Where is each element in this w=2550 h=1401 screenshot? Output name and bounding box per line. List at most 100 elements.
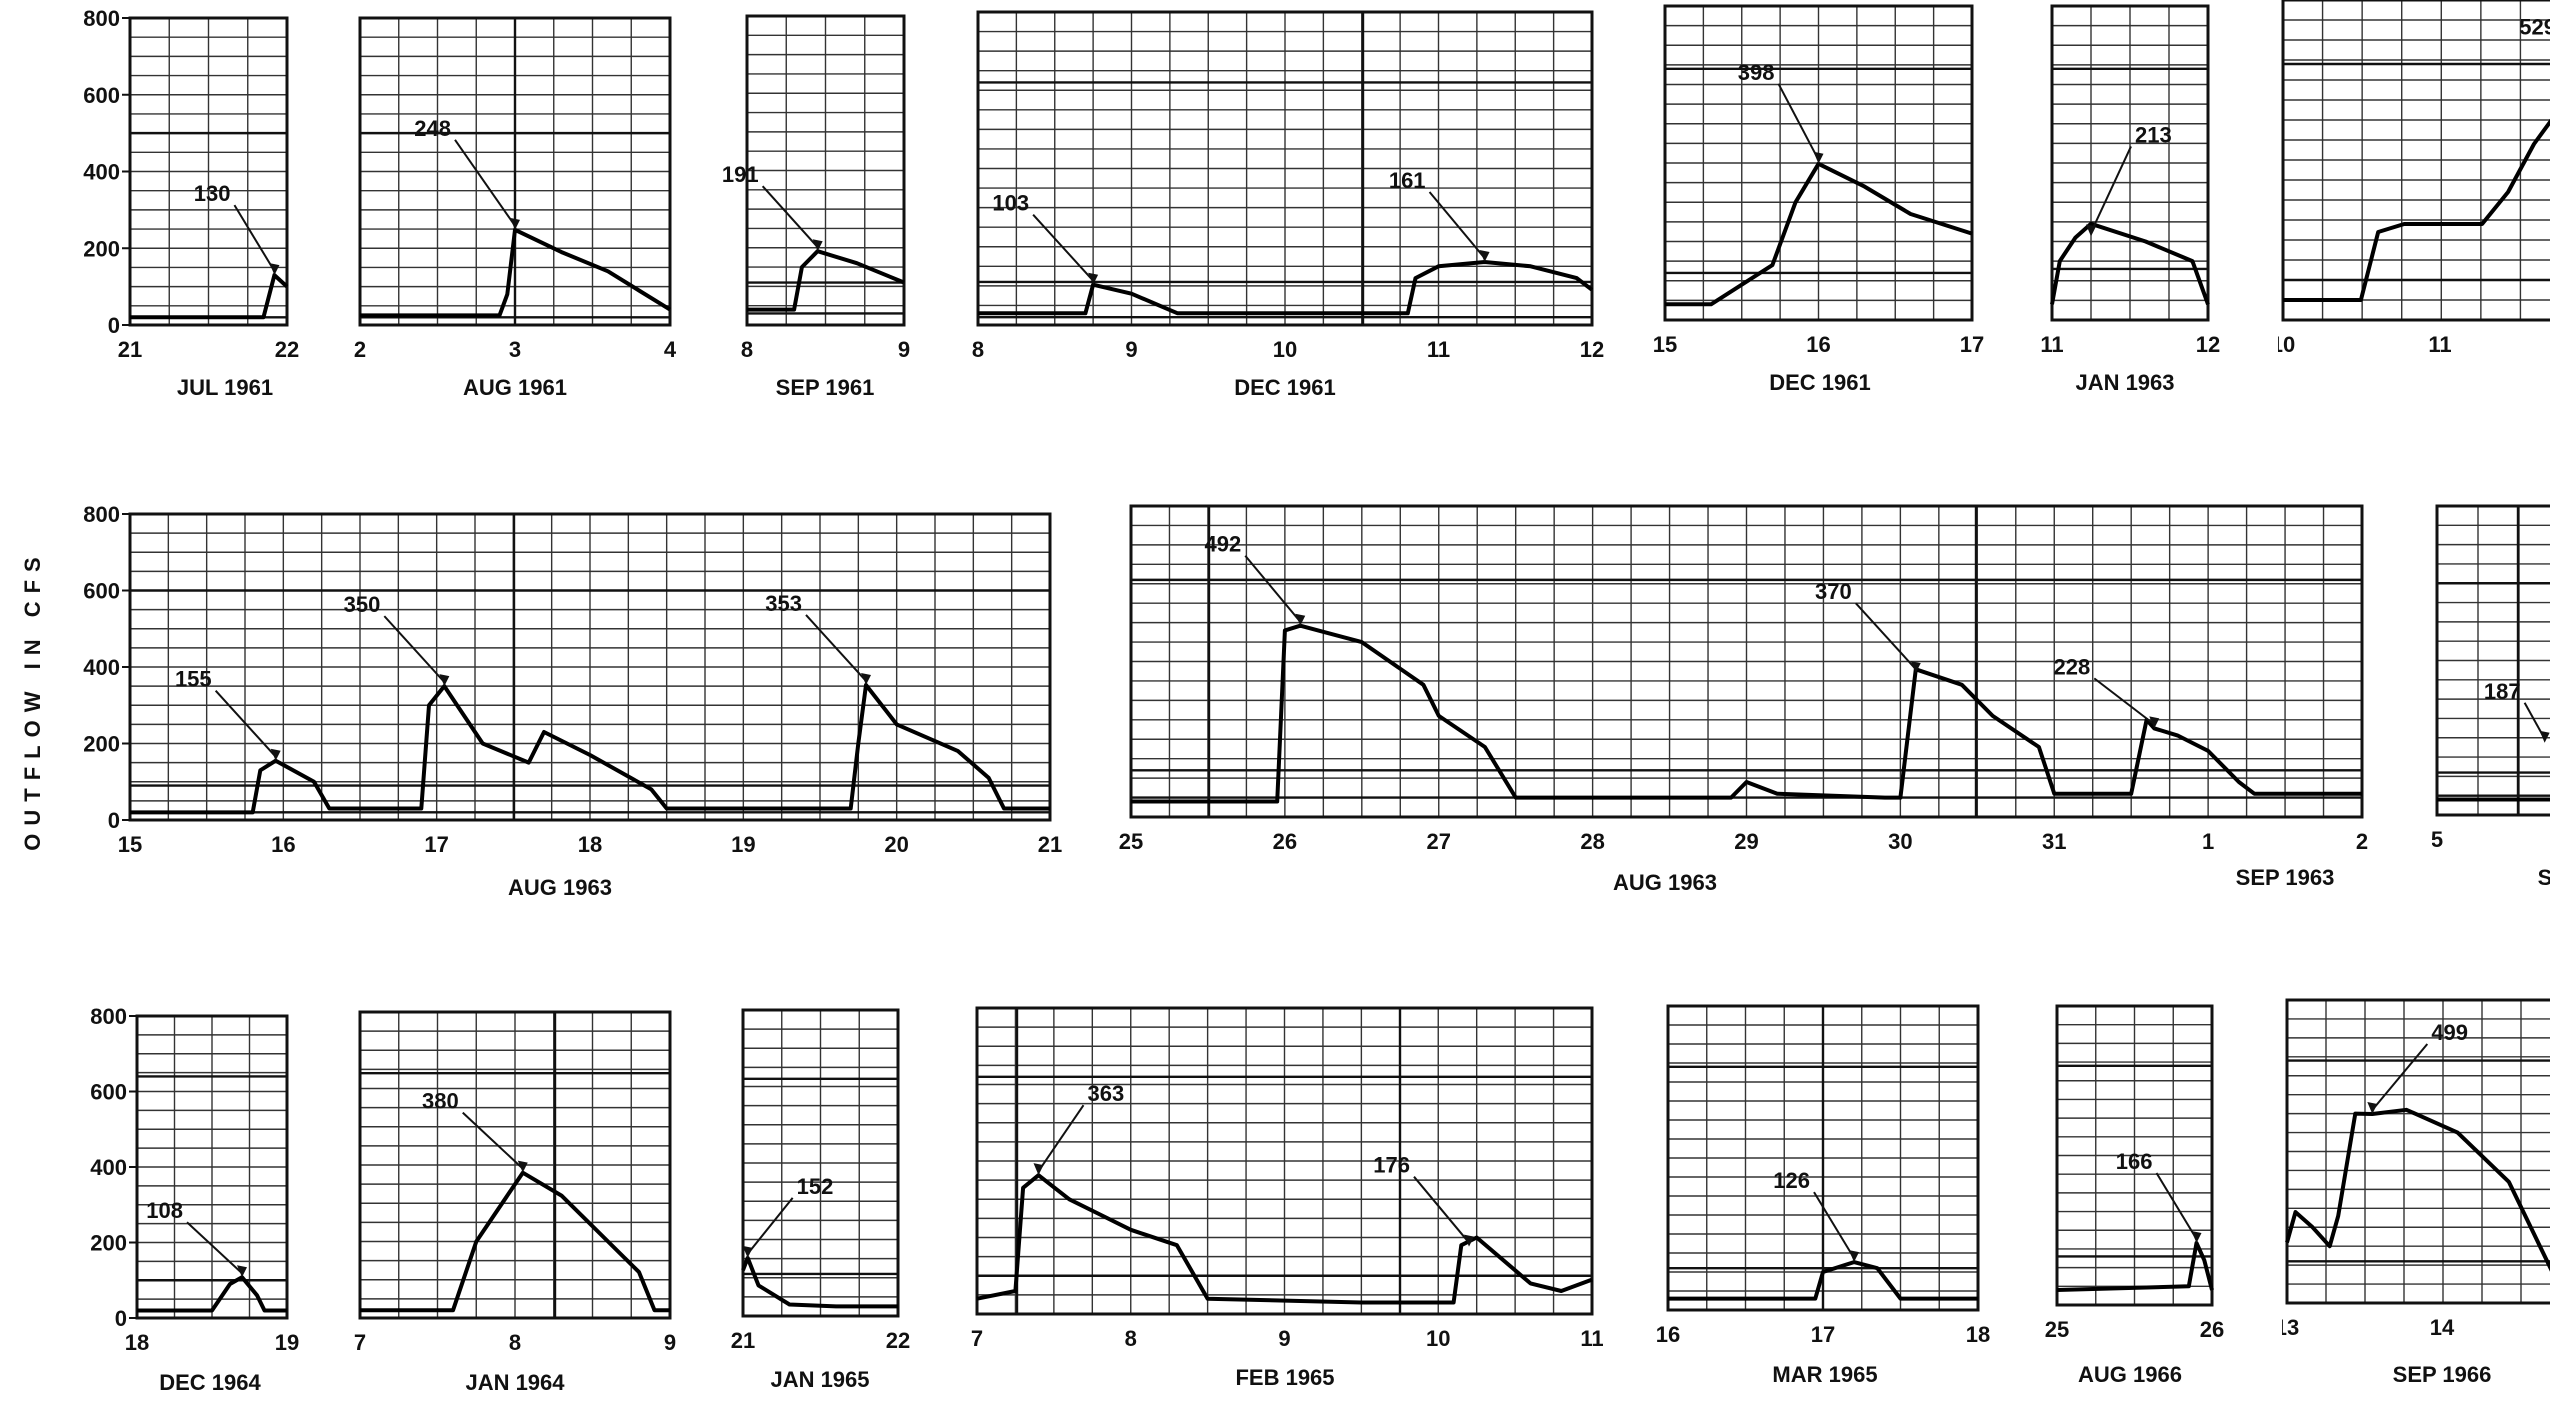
chart-panel-3: 8 9 SEP 1961 191 <box>722 14 910 400</box>
peak-arrow <box>2090 145 2132 233</box>
peak-label: 350 <box>344 592 381 617</box>
chart-panel-6: 11 12 JAN 1963 213 <box>2040 4 2220 395</box>
peak-label: 213 <box>2135 122 2172 147</box>
x-tick-label: 7 <box>971 1326 983 1351</box>
x-tick-label: 21 <box>731 1328 755 1353</box>
peak-label: 130 <box>194 181 231 206</box>
peak-label: 248 <box>414 116 451 141</box>
month-label: S <box>2538 865 2550 890</box>
plot-frame <box>1663 4 1974 322</box>
peak-arrowhead <box>2539 730 2550 743</box>
month-label: JUL 1961 <box>177 375 273 400</box>
x-tick-label: 17 <box>1960 332 1984 357</box>
x-tick-label: 31 <box>2042 829 2066 854</box>
peak-label: 126 <box>1773 1168 1810 1193</box>
x-tick-label: 16 <box>1806 332 1830 357</box>
month-label: JAN 1963 <box>2075 370 2174 395</box>
month-label: DEC 1961 <box>1769 370 1871 395</box>
x-tick-label: 9 <box>1125 337 1137 362</box>
peak-label: 191 <box>722 162 759 187</box>
chart-panel-7: 10 11 529 <box>2271 0 2550 357</box>
x-tick-label: 15 <box>118 832 142 857</box>
peak-arrow <box>1032 214 1094 282</box>
peak-arrow <box>214 690 277 758</box>
x-tick-label: 2 <box>354 337 366 362</box>
peak-label: 103 <box>992 191 1029 216</box>
peak-label: 529 <box>2519 14 2550 39</box>
outflow-series-line <box>2283 118 2550 302</box>
outflow-series-line <box>130 273 289 320</box>
x-tick-label: 16 <box>271 832 295 857</box>
x-tick-label: 10 <box>1426 1326 1450 1351</box>
plot-frame <box>745 14 906 327</box>
x-tick-label: 9 <box>898 337 910 362</box>
x-tick-label: 29 <box>1734 829 1758 854</box>
chart-panel-16: 25 26 AUG 1966 166 <box>2045 1004 2224 1387</box>
peak-arrow <box>1037 1104 1085 1172</box>
peak-label: 176 <box>1373 1153 1410 1178</box>
y-tick-label: 400 <box>83 160 120 185</box>
peak-arrow <box>1777 83 1820 161</box>
peak-label: 353 <box>765 591 802 616</box>
x-tick-label: 25 <box>2045 1317 2069 1342</box>
x-tick-label: 28 <box>1580 829 1604 854</box>
peak-arrow <box>383 615 446 683</box>
peak-arrow <box>462 1111 524 1170</box>
chart-panel-12: 7 8 9 JAN 1964 380 <box>354 1010 676 1395</box>
peak-label: 187 <box>2484 679 2521 704</box>
month-label: AUG 1963 <box>1613 870 1717 895</box>
peak-label: 398 <box>1738 60 1775 85</box>
x-tick-label: 11 <box>2428 332 2451 357</box>
x-tick-label: 26 <box>2200 1317 2224 1342</box>
y-tick-label: 600 <box>90 1080 127 1105</box>
peak-arrowhead <box>2086 224 2096 237</box>
x-tick-label: 10 <box>1273 337 1297 362</box>
plot-frame <box>1666 1004 1980 1312</box>
plot-frame <box>2285 998 2550 1305</box>
x-tick-label: 11 <box>2040 332 2063 357</box>
peak-arrow <box>746 1197 794 1255</box>
peak-arrowhead <box>1813 151 1824 164</box>
x-tick-label: 18 <box>125 1330 149 1355</box>
x-tick-label: 10 <box>2271 332 2295 357</box>
peak-arrowhead <box>269 263 280 276</box>
peak-arrow <box>233 204 276 272</box>
x-tick-label: 22 <box>886 1328 910 1353</box>
outflow-series-line <box>741 1255 898 1309</box>
month-label: DEC 1964 <box>159 1370 261 1395</box>
peak-label: 228 <box>2054 654 2091 679</box>
plot-frame <box>2281 0 2550 322</box>
x-tick-label: 18 <box>578 832 602 857</box>
outflow-series-line <box>360 1170 670 1313</box>
x-tick-label: 17 <box>424 832 448 857</box>
peak-label: 492 <box>1205 532 1242 557</box>
x-tick-label: 22 <box>275 337 299 362</box>
peak-label: 370 <box>1815 579 1852 604</box>
month-label: FEB 1965 <box>1235 1365 1334 1390</box>
peak-arrowhead <box>2367 1102 2378 1115</box>
chart-panel-15: 16 17 18 MAR 1965 126 <box>1656 1004 1990 1387</box>
x-tick-label: 8 <box>741 337 753 362</box>
plot-frame <box>976 10 1594 327</box>
y-tick-label: 0 <box>115 1306 127 1331</box>
month-label: SEP 1966 <box>2393 1362 2492 1387</box>
x-tick-label: 17 <box>1811 1322 1835 1347</box>
peak-arrow <box>805 614 867 682</box>
peak-label: 152 <box>797 1174 834 1199</box>
plot-frame <box>358 16 672 327</box>
peak-arrowhead <box>1295 613 1306 626</box>
peak-arrow <box>1244 555 1302 623</box>
peak-arrowhead <box>1910 661 1921 674</box>
peak-label: 499 <box>2431 1020 2468 1045</box>
month-label: JAN 1965 <box>770 1367 869 1392</box>
x-tick-label: 12 <box>1580 337 1604 362</box>
plot-frame <box>2435 504 2550 817</box>
outflow-series-line <box>747 249 905 312</box>
y-tick-label: 800 <box>90 1004 127 1029</box>
chart-panel-5: 15 16 17 DEC 1961 398 <box>1653 4 1984 395</box>
x-tick-label: 21 <box>118 337 142 362</box>
outflow-series-line <box>976 1173 1593 1305</box>
x-tick-label: 2 <box>2356 829 2368 854</box>
chart-panel-9: 25 26 27 28 29 30 31 1 2 AUG 1963 SEP 1963 492 370 22… <box>1119 504 2368 895</box>
